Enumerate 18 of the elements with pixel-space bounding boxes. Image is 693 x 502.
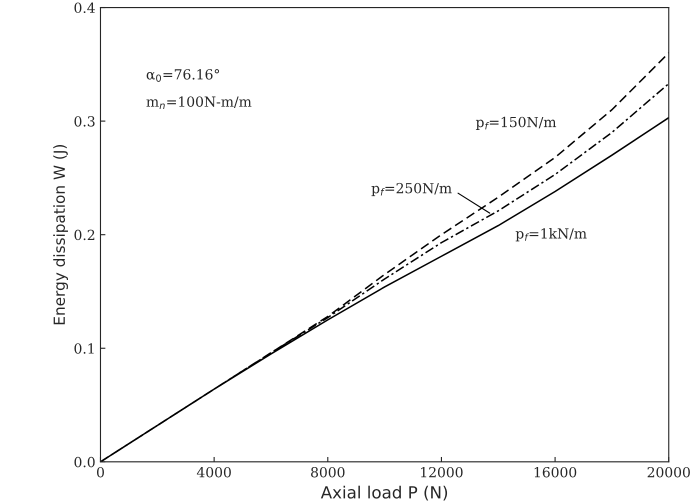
annotation: m$_{n}$=100N-m/m bbox=[146, 96, 252, 109]
annotation: p$_{f}$=150N/m bbox=[476, 116, 556, 130]
annotation: p$_{f}$=1kN/m bbox=[516, 228, 587, 242]
x-tick-label: 20000 bbox=[648, 466, 690, 478]
y-tick-label: 0.0 bbox=[74, 456, 95, 468]
x-tick-label: 0 bbox=[96, 466, 104, 478]
y-tick-label: 0.1 bbox=[74, 343, 94, 354]
y-tick-label: 0.4 bbox=[74, 2, 95, 14]
x-axis-title: Axial load P (N) bbox=[320, 486, 448, 501]
annotation: α$_{0}$=76.16° bbox=[146, 69, 220, 82]
x-tick-label: 12000 bbox=[421, 466, 463, 478]
x-tick-label: 4000 bbox=[196, 466, 231, 478]
x-tick-label: 8000 bbox=[311, 466, 345, 478]
y-tick-label: 0.3 bbox=[74, 116, 95, 127]
y-axis-title: Energy dissipation W (J) bbox=[53, 144, 68, 324]
x-tick-label: 16000 bbox=[534, 466, 576, 478]
y-tick-label: 0.2 bbox=[74, 230, 94, 240]
annotation: p$_{f}$=250N/m bbox=[372, 182, 452, 196]
